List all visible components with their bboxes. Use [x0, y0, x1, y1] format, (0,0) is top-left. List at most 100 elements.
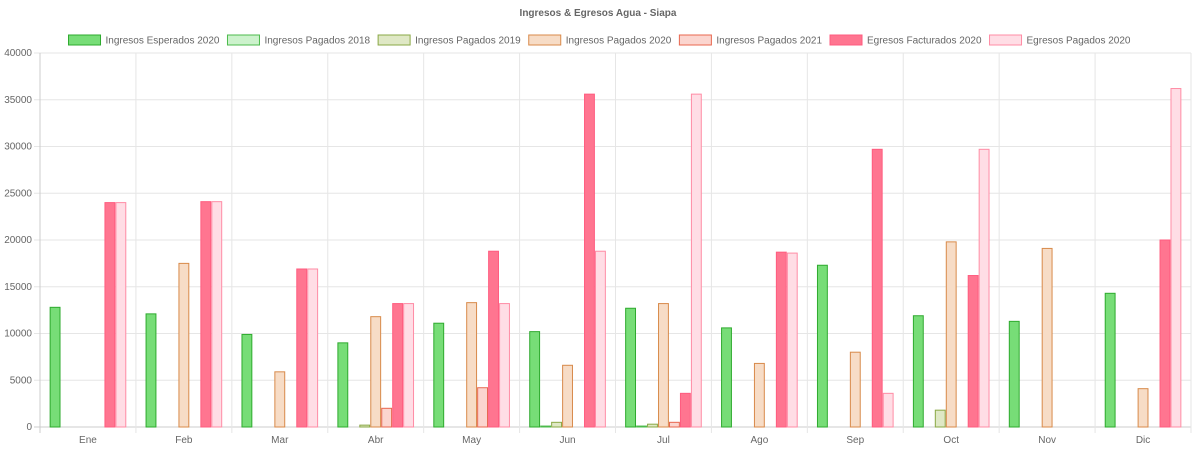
bar[interactable] — [477, 387, 489, 428]
y-tick-label: 40000 — [4, 48, 32, 59]
bar[interactable] — [786, 252, 798, 428]
bar[interactable] — [433, 322, 445, 428]
legend-swatch — [226, 34, 260, 46]
x-axis-ticks: Ene Feb Mar Abr May Jun Jul Ago Sep Oct Nov Dic — [79, 435, 1150, 446]
bar[interactable] — [488, 250, 499, 428]
legend-label: Ingresos Esperados 2020 — [106, 36, 220, 47]
bar[interactable] — [529, 331, 541, 428]
bar[interactable] — [1170, 88, 1182, 428]
bar[interactable] — [115, 202, 127, 428]
bar[interactable] — [849, 351, 861, 428]
bar[interactable] — [274, 371, 286, 428]
bar[interactable] — [49, 306, 61, 428]
bar[interactable] — [594, 250, 606, 428]
bar[interactable] — [392, 303, 404, 428]
bar[interactable] — [775, 251, 787, 428]
bar[interactable] — [1104, 292, 1116, 428]
bar[interactable] — [816, 264, 828, 428]
chart-title: Ingresos & Egresos Agua - Siapa — [520, 8, 677, 19]
bar[interactable] — [912, 315, 924, 428]
bar[interactable] — [625, 307, 637, 428]
bar[interactable] — [562, 364, 573, 428]
y-axis-ticks: 0 5000 10000 15000 20000 25000 30000 35000 40000 — [4, 48, 32, 433]
x-tick-label: Sep — [846, 435, 864, 446]
y-tick-label: 20000 — [4, 235, 32, 246]
x-tick-label: Abr — [368, 435, 384, 446]
bar[interactable] — [104, 202, 116, 428]
bar[interactable] — [145, 313, 157, 428]
legend-swatch — [989, 34, 1023, 46]
bar[interactable] — [200, 201, 212, 428]
x-tick-label: Mar — [271, 435, 289, 446]
legend-swatch — [68, 34, 102, 46]
bar[interactable] — [241, 333, 253, 428]
bar[interactable] — [945, 241, 957, 428]
bar[interactable] — [337, 342, 349, 428]
bar[interactable] — [381, 407, 393, 428]
legend-swatch — [678, 34, 712, 46]
bar[interactable] — [584, 93, 595, 428]
legend-item[interactable]: Egresos Facturados 2020 — [829, 34, 982, 47]
legend-item[interactable]: Ingresos Pagados 2020 — [528, 34, 672, 47]
bar[interactable] — [679, 392, 691, 428]
legend-label: Ingresos Pagados 2018 — [264, 36, 370, 47]
bar[interactable] — [690, 93, 702, 428]
bar[interactable] — [882, 392, 894, 428]
x-tick-label: Jul — [657, 435, 670, 446]
x-tick-label: Ene — [79, 435, 97, 446]
bar[interactable] — [871, 148, 883, 428]
legend-swatch — [829, 34, 863, 46]
bar[interactable] — [211, 201, 223, 428]
bar[interactable] — [466, 302, 478, 428]
legend-label: Ingresos Pagados 2019 — [415, 36, 521, 47]
x-tick-label: Jun — [559, 435, 575, 446]
y-tick-label: 0 — [26, 422, 32, 433]
y-tick-label: 25000 — [4, 188, 32, 199]
bar[interactable] — [296, 268, 308, 428]
grid — [34, 52, 1192, 433]
bar[interactable] — [1137, 388, 1149, 428]
legend-label: Ingresos Pagados 2020 — [566, 36, 672, 47]
y-tick-label: 5000 — [10, 375, 33, 386]
bar[interactable] — [668, 421, 680, 428]
legend-item[interactable]: Egresos Pagados 2020 — [989, 34, 1131, 47]
bar[interactable] — [647, 423, 658, 428]
x-tick-label: Oct — [943, 435, 959, 446]
y-tick-label: 30000 — [4, 142, 32, 153]
bar[interactable] — [499, 303, 510, 428]
legend-label: Egresos Facturados 2020 — [867, 36, 982, 47]
legend-label: Ingresos Pagados 2021 — [716, 36, 822, 47]
legend-swatch — [377, 34, 411, 46]
legend-item[interactable]: Ingresos Pagados 2021 — [678, 34, 822, 47]
bar[interactable] — [551, 421, 563, 428]
bar[interactable] — [1159, 239, 1171, 428]
bar[interactable] — [540, 425, 552, 428]
bar[interactable] — [934, 409, 946, 428]
bar[interactable] — [1008, 320, 1020, 428]
bar[interactable] — [178, 262, 190, 428]
x-tick-label: Dic — [1136, 435, 1150, 446]
bar[interactable] — [359, 424, 371, 428]
legend-item[interactable]: Ingresos Esperados 2020 — [68, 34, 220, 47]
bars — [49, 88, 1182, 428]
bar[interactable] — [636, 425, 647, 428]
bar[interactable] — [978, 148, 990, 428]
bar[interactable] — [1041, 247, 1053, 428]
legend-item[interactable]: Ingresos Pagados 2018 — [226, 34, 371, 47]
x-tick-label: Ago — [750, 435, 768, 446]
y-tick-label: 15000 — [4, 282, 32, 293]
bar[interactable] — [658, 303, 669, 428]
bar[interactable] — [721, 327, 732, 428]
bar[interactable] — [370, 316, 382, 428]
x-tick-label: Feb — [175, 435, 193, 446]
bar[interactable] — [403, 303, 415, 428]
x-tick-label: May — [462, 435, 481, 446]
bar[interactable] — [967, 275, 979, 428]
legend[interactable]: Ingresos Esperados 2020 Ingresos Pagados … — [68, 34, 1131, 47]
legend-item[interactable]: Ingresos Pagados 2019 — [377, 34, 521, 47]
legend-label: Egresos Pagados 2020 — [1027, 36, 1131, 47]
bar[interactable] — [307, 268, 319, 428]
bar[interactable] — [753, 362, 765, 428]
